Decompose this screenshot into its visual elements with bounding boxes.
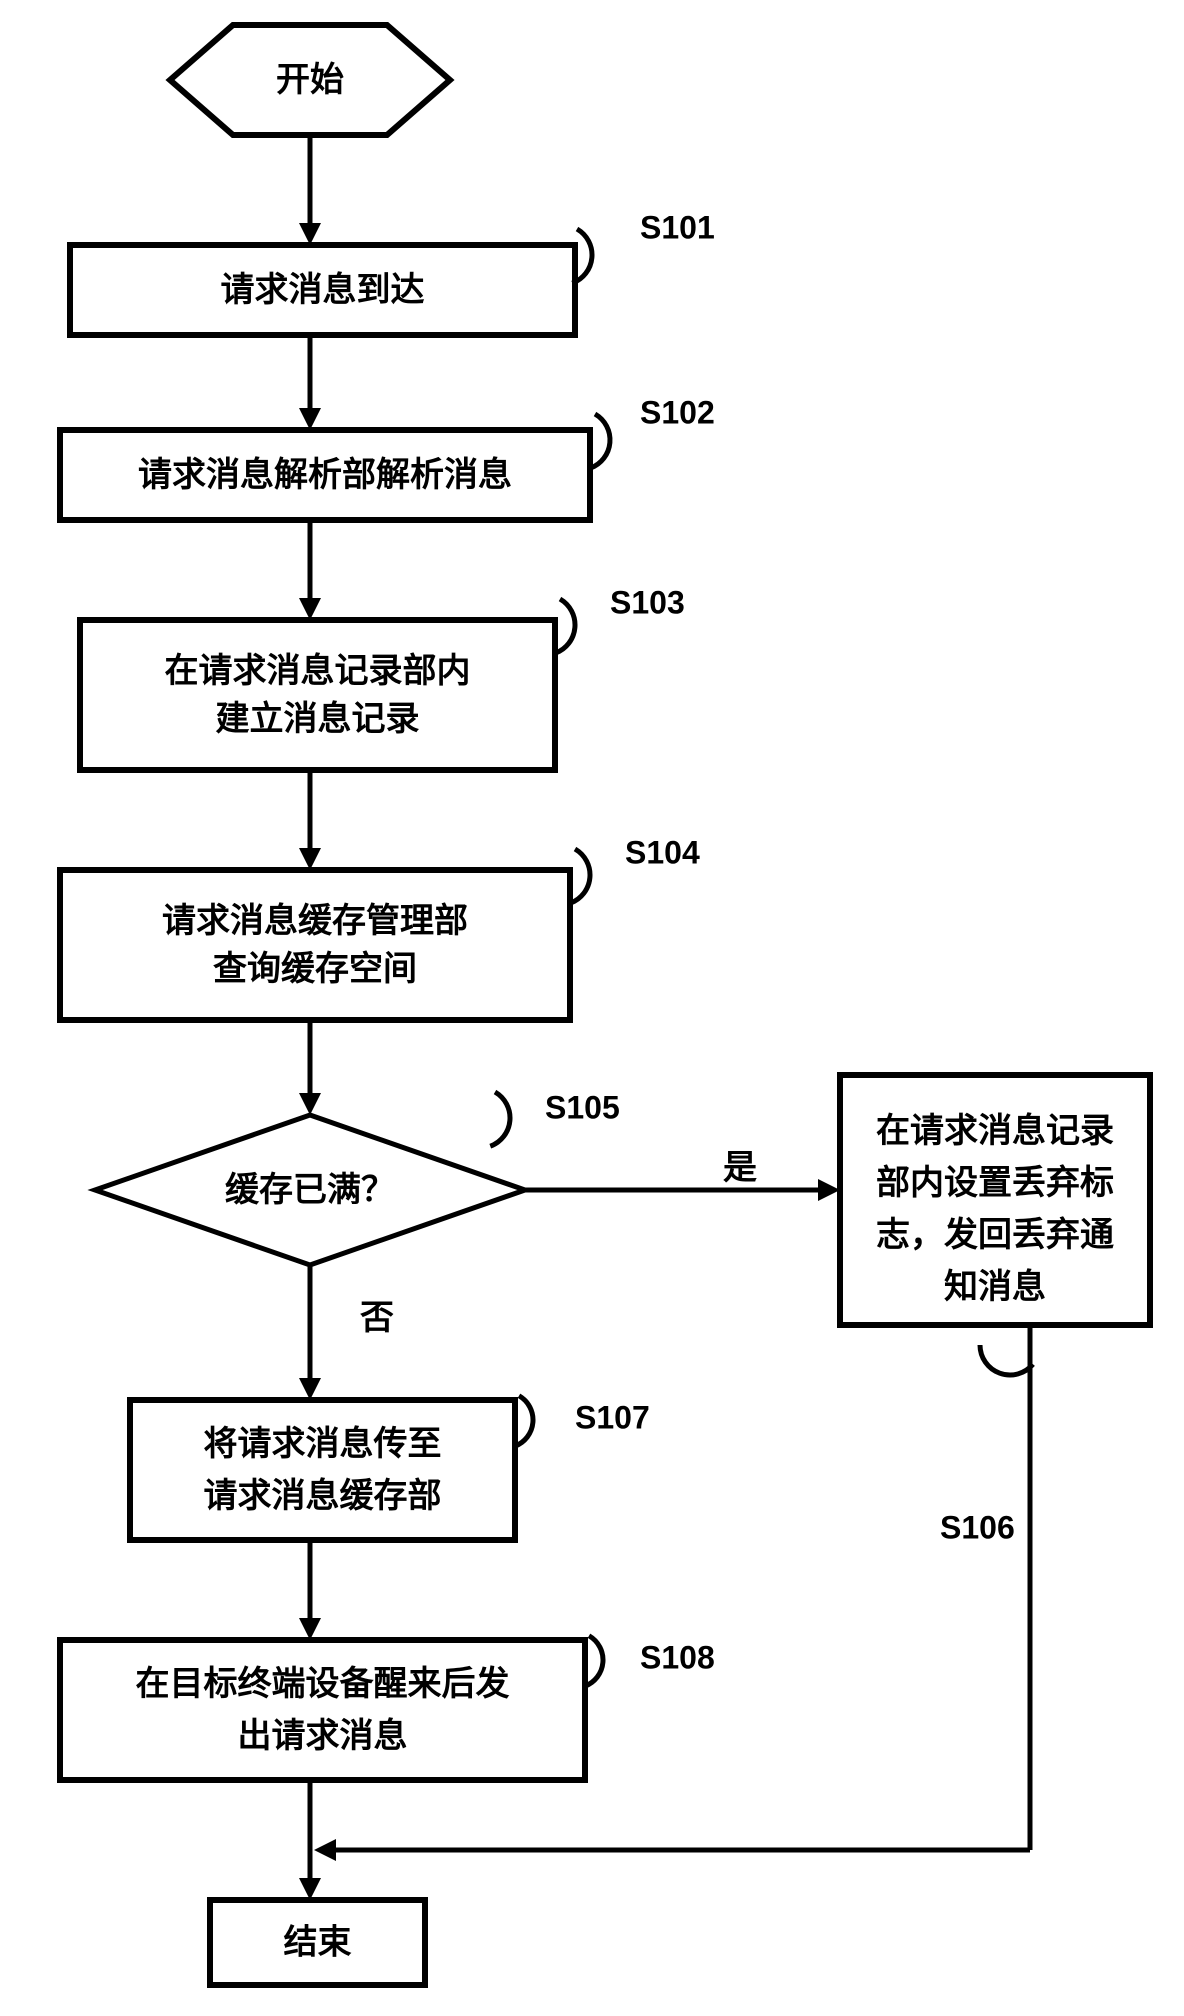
svg-text:S102: S102 (640, 394, 715, 430)
svg-text:请求消息到达: 请求消息到达 (221, 270, 425, 309)
svg-text:S103: S103 (610, 584, 685, 620)
svg-text:请求消息解析部解析消息: 请求消息解析部解析消息 (138, 455, 512, 494)
svg-text:否: 否 (360, 1299, 394, 1337)
svg-text:志，发回丢弃通: 志，发回丢弃通 (876, 1215, 1114, 1254)
svg-text:S107: S107 (575, 1399, 650, 1435)
svg-text:结束: 结束 (284, 1923, 352, 1961)
svg-text:S108: S108 (640, 1639, 715, 1675)
svg-text:查询缓存空间: 查询缓存空间 (213, 950, 417, 988)
svg-text:部内设置丢弃标: 部内设置丢弃标 (876, 1163, 1114, 1202)
svg-text:出请求消息: 出请求消息 (238, 1716, 408, 1755)
svg-text:请求消息缓存管理部: 请求消息缓存管理部 (162, 901, 468, 940)
svg-text:S105: S105 (545, 1089, 620, 1125)
svg-text:知消息: 知消息 (944, 1267, 1046, 1306)
svg-text:是: 是 (723, 1149, 757, 1187)
svg-text:在请求消息记录部内: 在请求消息记录部内 (165, 651, 471, 690)
svg-text:将请求消息传至: 将请求消息传至 (204, 1424, 442, 1463)
svg-text:S101: S101 (640, 209, 715, 245)
svg-text:S104: S104 (625, 834, 700, 870)
svg-text:缓存已满？: 缓存已满？ (225, 1171, 395, 1209)
svg-text:开始: 开始 (276, 61, 344, 99)
svg-text:请求消息缓存部: 请求消息缓存部 (204, 1476, 442, 1515)
svg-text:在请求消息记录: 在请求消息记录 (876, 1111, 1114, 1150)
svg-text:建立消息记录: 建立消息记录 (216, 699, 420, 738)
svg-text:在目标终端设备醒来后发: 在目标终端设备醒来后发 (136, 1665, 510, 1703)
svg-text:S106: S106 (940, 1509, 1015, 1545)
